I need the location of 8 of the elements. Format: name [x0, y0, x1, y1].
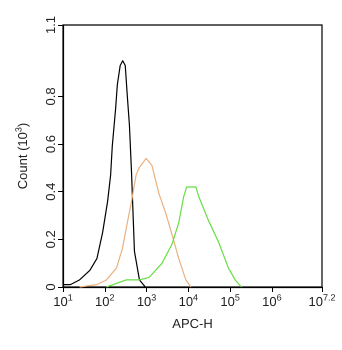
- y-tick-label: 0: [43, 283, 58, 291]
- y-tick-label: 0.4: [43, 182, 58, 201]
- y-tick-label: 0.6: [43, 135, 58, 154]
- y-tick-label: 1.1: [43, 16, 58, 34]
- x-axis-title: APC-H: [172, 316, 213, 331]
- y-tick-label: 0.2: [43, 230, 58, 248]
- y-tick-label: 0.8: [43, 87, 58, 106]
- y-axis-title: Count (103): [14, 122, 30, 190]
